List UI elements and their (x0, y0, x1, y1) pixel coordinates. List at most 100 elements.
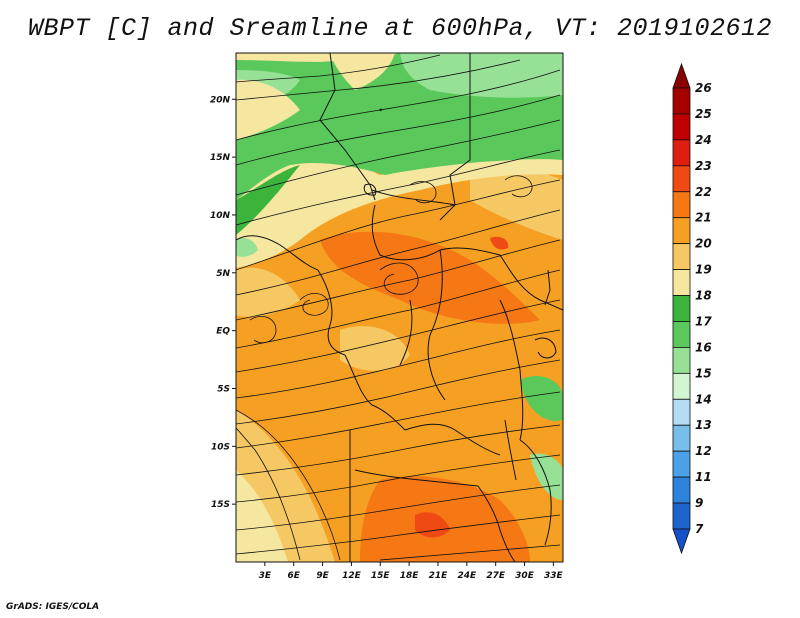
colorbar-segment (672, 113, 691, 141)
streamline (236, 269, 561, 349)
colorbar-label: 9 (695, 496, 703, 510)
lon-tick-label: 3E (259, 571, 272, 581)
border (399, 299, 413, 366)
field-23-east (490, 236, 509, 250)
map-axes: 20N 15N 10N 5N EQ 5S 10S 15S 3E 6E 9E 12E 15E 18E 21E 2… (210, 95, 564, 581)
border (317, 269, 346, 356)
colorbar-label: 13 (695, 418, 712, 432)
lon-tick-label: 33E (544, 571, 564, 581)
streamline (236, 329, 561, 399)
field-23-south (415, 512, 450, 538)
field-16-coast (236, 238, 258, 257)
border (371, 189, 456, 206)
streamline (379, 544, 561, 561)
streamline (236, 69, 561, 141)
lon-tick-label: 9E (316, 571, 329, 581)
field-16-northeast (400, 53, 563, 98)
country-borders (236, 53, 563, 562)
lon-tick-label: 12E (342, 571, 362, 581)
streamline (236, 427, 301, 561)
lat-tick-label: 10S (211, 442, 230, 452)
lake-tanganyika (504, 419, 517, 481)
colorbar-segment (672, 424, 691, 452)
colorbar-label: 26 (695, 81, 712, 95)
streamline (236, 209, 561, 296)
border (499, 299, 524, 441)
streamline-eddy (249, 316, 277, 344)
streamline (236, 359, 561, 425)
lat-tick-label: 15N (210, 153, 231, 163)
colorbar-top-arrow (672, 62, 691, 89)
streamline (236, 239, 561, 321)
streamline-eddy (409, 181, 437, 204)
streamline-eddy (379, 262, 419, 295)
colorbar: 26 25 24 23 22 21 20 19 18 17 16 15 14 13 12 11 9 7 (672, 62, 712, 555)
streamline (236, 149, 561, 226)
lon-tick-label: 24E (457, 571, 477, 581)
streamline (236, 94, 561, 166)
lon-tick-label: 21E (429, 571, 449, 581)
field-19-northwest (236, 79, 300, 140)
colorbar-segment (672, 191, 691, 219)
colorbar-segment (672, 87, 691, 115)
colorbar-segment (672, 269, 691, 296)
field-16-east (530, 453, 563, 500)
colorbar-label: 23 (695, 159, 712, 173)
lon-tick-label: 6E (287, 571, 300, 581)
streamline (236, 409, 341, 561)
colorbar-label: 16 (695, 340, 712, 354)
border (404, 423, 501, 456)
field-20-northeast (470, 168, 563, 240)
border (439, 53, 471, 221)
colorbar-segment (672, 502, 691, 530)
field-17-east (520, 375, 563, 421)
colorbar-label: 7 (695, 522, 704, 536)
field-19-belt (236, 146, 563, 268)
colorbar-label: 22 (695, 185, 712, 199)
colorbar-segment (672, 165, 691, 193)
border (344, 354, 406, 431)
streamline (236, 514, 561, 555)
lat-tick-label: 10N (210, 211, 231, 221)
lat-tick-label: 5N (216, 269, 230, 279)
colorbar-segment (672, 139, 691, 167)
colorbar-segment (672, 450, 691, 478)
lon-tick-label: 30E (515, 571, 535, 581)
border (477, 485, 516, 562)
lat-tick-label: 20N (210, 95, 231, 105)
colorbar-label: 12 (695, 444, 712, 458)
colorbar-segment (672, 347, 691, 374)
colorbar-label: 18 (695, 289, 712, 303)
lat-tick-label: 15S (211, 500, 230, 510)
colorbar-segment (672, 243, 691, 270)
border (544, 269, 551, 306)
lake-chad (363, 183, 377, 196)
border (499, 254, 563, 311)
colorbar-label: 14 (695, 392, 712, 406)
field-22-central (320, 231, 540, 324)
border (236, 235, 319, 271)
border (371, 204, 501, 261)
streamline (236, 299, 561, 373)
colorbar-label: 11 (695, 470, 712, 484)
map-frame (235, 52, 564, 563)
grads-credit: GrADS: IGES/COLA (6, 602, 100, 612)
lat-tick-label: EQ (216, 327, 230, 337)
streamline (236, 391, 561, 449)
streamline (236, 59, 521, 101)
colorbar-label: 15 (695, 366, 712, 380)
colorbar-segment (672, 476, 691, 504)
colorbar-label: 19 (695, 263, 712, 277)
field-20-congo (340, 326, 410, 371)
lon-tick-label: 18E (400, 571, 420, 581)
colorbar-segment (672, 398, 691, 426)
colorbar-label: 25 (695, 107, 712, 121)
field-20-west (236, 267, 300, 317)
streamline-eddy (299, 293, 329, 316)
streamline (236, 54, 441, 83)
colorbar-segment (672, 217, 691, 245)
field-19-north-center (330, 53, 395, 90)
border (427, 249, 446, 401)
field-19-southwest (236, 470, 288, 562)
